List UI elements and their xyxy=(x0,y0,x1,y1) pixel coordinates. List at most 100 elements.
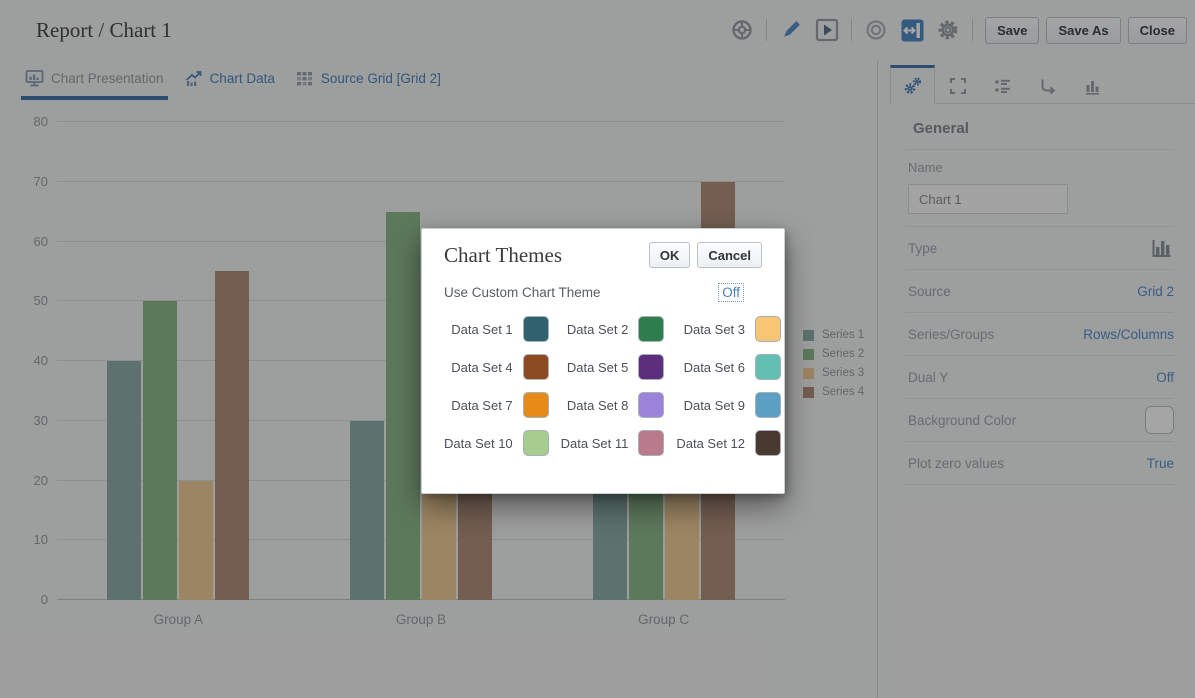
dataset-color-swatch[interactable] xyxy=(755,316,782,342)
y-axis-tick-label: 50 xyxy=(33,293,48,309)
selection-brackets-icon xyxy=(949,77,967,95)
dataset-cell: Data Set 6 xyxy=(676,354,782,380)
dataset-color-swatch[interactable] xyxy=(638,392,665,418)
tab-chart-presentation[interactable]: Chart Presentation xyxy=(21,60,168,100)
dataset-label: Data Set 2 xyxy=(566,321,629,337)
dataset-color-swatch[interactable] xyxy=(755,430,782,456)
tab-axes[interactable] xyxy=(1025,69,1070,103)
preview-play-icon[interactable] xyxy=(815,18,839,42)
bar-chart-type-icon[interactable] xyxy=(1148,236,1174,260)
dataset-cell: Data Set 7 xyxy=(444,392,549,418)
tab-label: Source Grid [Grid 2] xyxy=(320,70,441,86)
plot-zero-values-label: Plot zero values xyxy=(908,455,1005,471)
divider xyxy=(905,441,1174,442)
tab-general-properties[interactable] xyxy=(890,65,935,104)
dataset-label: Data Set 8 xyxy=(566,397,629,413)
toolbar-buttons: Save Save As Close xyxy=(985,16,1187,44)
settings-gear-icon[interactable] xyxy=(936,18,960,42)
close-button[interactable]: Close xyxy=(1127,16,1187,44)
dataset-cell: Data Set 10 xyxy=(444,430,549,456)
page-title: Report / Chart 1 xyxy=(36,18,172,42)
save-as-button[interactable]: Save As xyxy=(1046,16,1121,44)
dataset-cell: Data Set 11 xyxy=(561,430,665,456)
dataset-label: Data Set 10 xyxy=(444,435,513,451)
custom-theme-label: Use Custom Chart Theme xyxy=(444,285,601,300)
bar-series-3 xyxy=(179,480,214,600)
legend-color-swatch xyxy=(803,386,814,398)
toggle-sidebar-icon[interactable] xyxy=(900,18,924,42)
y-axis-tick-label: 70 xyxy=(33,173,48,189)
divider xyxy=(905,226,1174,227)
dataset-label: Data Set 5 xyxy=(566,359,629,375)
y-axis-tick-label: 40 xyxy=(33,353,48,368)
save-button[interactable]: Save xyxy=(985,16,1040,44)
dataset-cell: Data Set 2 xyxy=(561,316,665,342)
y-axis-tick-label: 20 xyxy=(33,472,48,488)
dataset-label: Data Set 12 xyxy=(676,435,746,451)
dataset-label: Data Set 1 xyxy=(451,321,513,337)
dialog-buttons: OK Cancel xyxy=(648,242,762,268)
dataset-label: Data Set 6 xyxy=(683,359,746,375)
ok-button[interactable]: OK xyxy=(648,242,691,268)
section-title: General xyxy=(913,120,969,137)
y-axis-tick-label: 10 xyxy=(33,532,48,548)
tab-chart-style[interactable] xyxy=(1070,69,1115,103)
dataset-color-swatch[interactable] xyxy=(755,354,782,380)
divider xyxy=(905,484,1174,485)
tab-label: Chart Data xyxy=(209,70,275,86)
custom-theme-row: Use Custom Chart Theme Off xyxy=(444,283,762,302)
background-color-row: Background Color xyxy=(878,399,1195,441)
dual-y-value-link[interactable]: Off xyxy=(1156,369,1174,385)
dual-y-label: Dual Y xyxy=(908,369,949,385)
edit-pencil-icon[interactable] xyxy=(779,18,803,42)
dataset-color-swatch[interactable] xyxy=(755,392,782,418)
name-input[interactable] xyxy=(908,184,1068,214)
record-icon[interactable] xyxy=(864,18,888,42)
name-field-label: Name xyxy=(908,160,943,175)
dataset-label: Data Set 3 xyxy=(683,321,746,337)
wheel-icon[interactable] xyxy=(730,18,754,42)
source-value-link[interactable]: Grid 2 xyxy=(1137,283,1174,299)
background-color-swatch[interactable] xyxy=(1145,406,1174,434)
general-panel: General Name Type xyxy=(878,104,1195,698)
bar-series-2 xyxy=(386,211,420,600)
gridline xyxy=(57,599,785,600)
y-axis-tick-label: 30 xyxy=(33,412,48,428)
divider xyxy=(905,398,1174,399)
header: Report / Chart 1 xyxy=(0,0,1195,60)
dataset-color-swatch[interactable] xyxy=(522,316,549,342)
dataset-color-swatch[interactable] xyxy=(638,430,665,456)
legend-label: Series 3 xyxy=(822,367,865,379)
plot-zero-values-value-link[interactable]: True xyxy=(1146,455,1174,471)
dataset-cell: Data Set 3 xyxy=(676,316,782,342)
toolbar-separator xyxy=(766,19,768,41)
tab-source-grid[interactable]: Source Grid [Grid 2] xyxy=(291,60,445,100)
tab-selection[interactable] xyxy=(935,69,980,103)
bar-series-1 xyxy=(107,361,142,600)
dataset-cell: Data Set 1 xyxy=(444,316,549,342)
tab-chart-data[interactable]: Chart Data xyxy=(180,60,279,100)
divider xyxy=(905,312,1174,313)
dataset-cell: Data Set 12 xyxy=(676,430,782,456)
dataset-color-swatch[interactable] xyxy=(522,392,549,418)
dataset-color-swatch[interactable] xyxy=(638,316,665,342)
gridline xyxy=(57,121,785,122)
main-tab-bar: Chart Presentation Chart Data xyxy=(21,60,445,100)
y-axis-tick-label: 80 xyxy=(33,114,48,129)
chart-legend: Series 1 Series 2 Series 3 Series 4 xyxy=(803,329,864,398)
dataset-color-swatch[interactable] xyxy=(638,354,665,380)
y-axis-tick-label: 0 xyxy=(40,592,48,607)
x-axis-category-label: Group B xyxy=(395,612,447,627)
name-field-block: Name xyxy=(878,150,1195,226)
tab-list[interactable] xyxy=(980,69,1025,103)
series-groups-value-link[interactable]: Rows/Columns xyxy=(1083,326,1174,342)
dataset-cell: Data Set 9 xyxy=(676,392,782,418)
dataset-cell: Data Set 5 xyxy=(561,354,665,380)
custom-theme-toggle[interactable]: Off xyxy=(718,283,744,302)
legend-label: Series 2 xyxy=(822,348,865,360)
properties-sidebar: General Name Type xyxy=(878,60,1195,698)
dataset-color-swatch[interactable] xyxy=(522,430,549,456)
dataset-label: Data Set 4 xyxy=(451,359,513,375)
cancel-button[interactable]: Cancel xyxy=(697,242,762,268)
dataset-color-swatch[interactable] xyxy=(522,354,549,380)
